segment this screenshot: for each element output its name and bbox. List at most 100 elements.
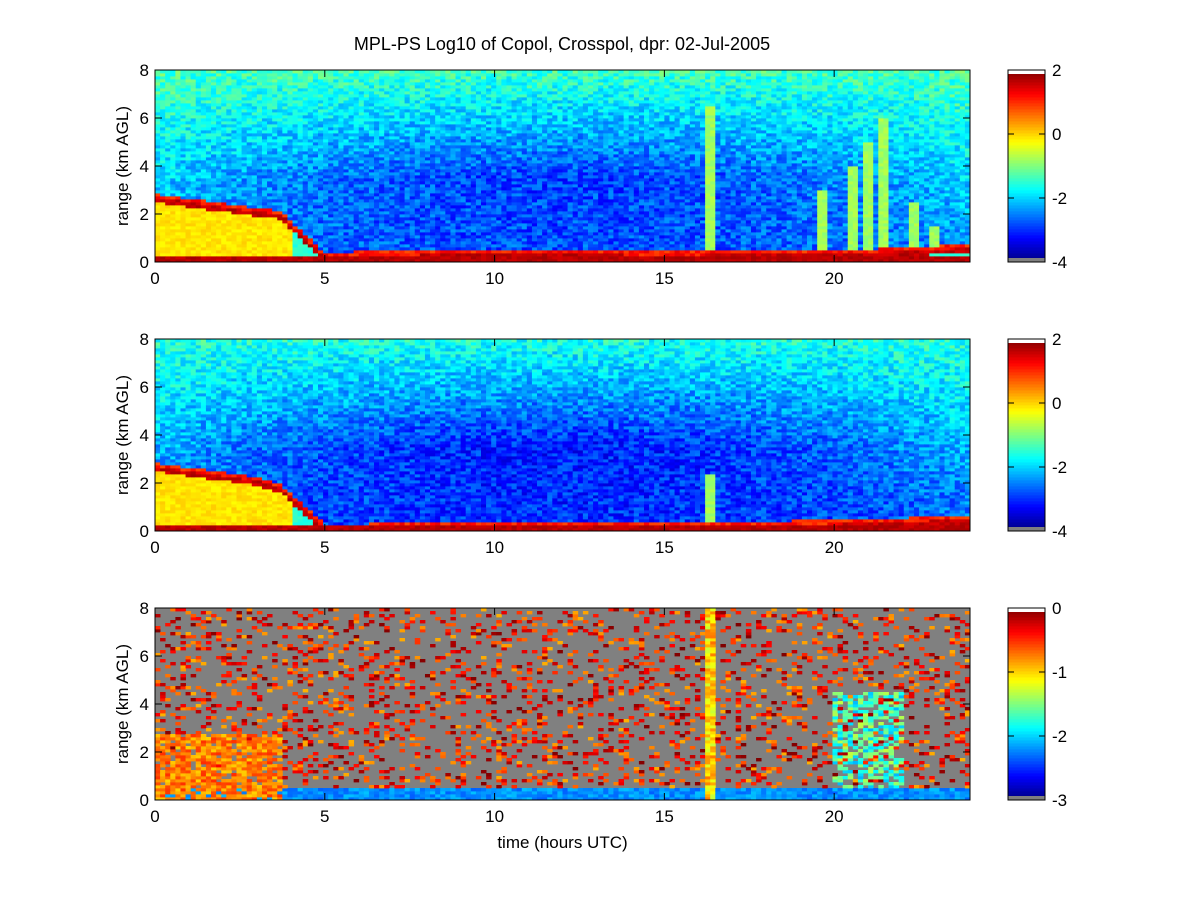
- heatmap-cell: [186, 70, 191, 73]
- heatmap-cell: [191, 223, 196, 226]
- heatmap-cell: [308, 85, 313, 88]
- heatmap-cell: [242, 157, 247, 160]
- heatmap-cell: [282, 97, 287, 100]
- heatmap-cell: [308, 190, 313, 193]
- heatmap-cell: [308, 202, 313, 205]
- heatmap-cell: [303, 211, 308, 214]
- heatmap-cell: [221, 199, 226, 202]
- heatmap-cell: [267, 154, 272, 157]
- heatmap-cell: [252, 109, 257, 112]
- heatmap-cell: [216, 97, 221, 100]
- heatmap-cell: [191, 148, 196, 151]
- heatmap-cell: [155, 232, 160, 235]
- heatmap-cell: [272, 148, 277, 151]
- heatmap-cell: [201, 163, 206, 166]
- heatmap-cell: [262, 157, 267, 160]
- heatmap-cell: [293, 220, 298, 223]
- heatmap-cell: [196, 241, 201, 244]
- heatmap-cell: [308, 223, 313, 226]
- heatmap-cell: [221, 241, 226, 244]
- heatmap-cell: [308, 82, 313, 85]
- heatmap-cell: [196, 196, 201, 199]
- heatmap-cell: [277, 205, 282, 208]
- heatmap-cell: [237, 169, 242, 172]
- heatmap-cell: [216, 235, 221, 238]
- heatmap-cell: [175, 127, 180, 130]
- heatmap-cell: [231, 190, 236, 193]
- heatmap-cell: [293, 76, 298, 79]
- heatmap-cell: [231, 91, 236, 94]
- heatmap-cell: [252, 118, 257, 121]
- heatmap-cell: [308, 97, 313, 100]
- heatmap-cell: [298, 139, 303, 142]
- heatmap-cell: [257, 193, 262, 196]
- heatmap-cell: [175, 190, 180, 193]
- heatmap-cell: [186, 103, 191, 106]
- heatmap-cell: [201, 184, 206, 187]
- heatmap-cell: [282, 226, 287, 229]
- heatmap-cell: [303, 88, 308, 91]
- heatmap-cell: [262, 220, 267, 223]
- heatmap-cell: [313, 187, 318, 190]
- heatmap-cell: [282, 217, 287, 220]
- heatmap-cell: [180, 181, 185, 184]
- heatmap-cell: [196, 112, 201, 115]
- heatmap-cell: [231, 79, 236, 82]
- heatmap-cell: [180, 193, 185, 196]
- heatmap-cell: [201, 181, 206, 184]
- heatmap-cell: [155, 145, 160, 148]
- heatmap-cell: [226, 103, 231, 106]
- heatmap-cell: [282, 94, 287, 97]
- heatmap-cell: [196, 154, 201, 157]
- heatmap-cell: [287, 151, 292, 154]
- heatmap-cell: [175, 226, 180, 229]
- heatmap-cell: [262, 160, 267, 163]
- heatmap-cell: [201, 202, 206, 205]
- heatmap-cell: [186, 253, 191, 256]
- heatmap-cell: [231, 229, 236, 232]
- heatmap-cell: [242, 238, 247, 241]
- heatmap-cell: [298, 208, 303, 211]
- heatmap-cell: [282, 124, 287, 127]
- heatmap-cell: [216, 136, 221, 139]
- heatmap-cell: [160, 124, 165, 127]
- heatmap-cell: [298, 184, 303, 187]
- heatmap-cell: [216, 85, 221, 88]
- heatmap-cell: [257, 148, 262, 151]
- heatmap-cell: [180, 139, 185, 142]
- heatmap-cell: [231, 163, 236, 166]
- heatmap-cell: [242, 151, 247, 154]
- heatmap-cell: [257, 247, 262, 250]
- heatmap-cell: [186, 163, 191, 166]
- heatmap-cell: [226, 220, 231, 223]
- heatmap-cell: [237, 166, 242, 169]
- heatmap-cell: [242, 100, 247, 103]
- heatmap-cell: [165, 76, 170, 79]
- heatmap-cell: [247, 130, 252, 133]
- heatmap-cell: [206, 178, 211, 181]
- heatmap-cell: [226, 235, 231, 238]
- heatmap-cell: [303, 169, 308, 172]
- heatmap-cell: [186, 73, 191, 76]
- heatmap-cell: [211, 118, 216, 121]
- heatmap-cell: [252, 187, 257, 190]
- heatmap-cell: [226, 172, 231, 175]
- heatmap-cell: [155, 220, 160, 223]
- heatmap-cell: [180, 103, 185, 106]
- heatmap-cell: [237, 100, 242, 103]
- heatmap-cell: [272, 229, 277, 232]
- heatmap-cell: [160, 247, 165, 250]
- heatmap-cell: [247, 202, 252, 205]
- heatmap-cell: [196, 136, 201, 139]
- heatmap-cell: [226, 97, 231, 100]
- heatmap-cell: [272, 199, 277, 202]
- heatmap-cell: [186, 148, 191, 151]
- heatmap-cell: [206, 205, 211, 208]
- heatmap-cell: [303, 130, 308, 133]
- heatmap-cell: [272, 121, 277, 124]
- heatmap-cell: [308, 139, 313, 142]
- heatmap-cell: [267, 79, 272, 82]
- heatmap-cell: [287, 109, 292, 112]
- heatmap-cell: [308, 199, 313, 202]
- heatmap-cell: [247, 91, 252, 94]
